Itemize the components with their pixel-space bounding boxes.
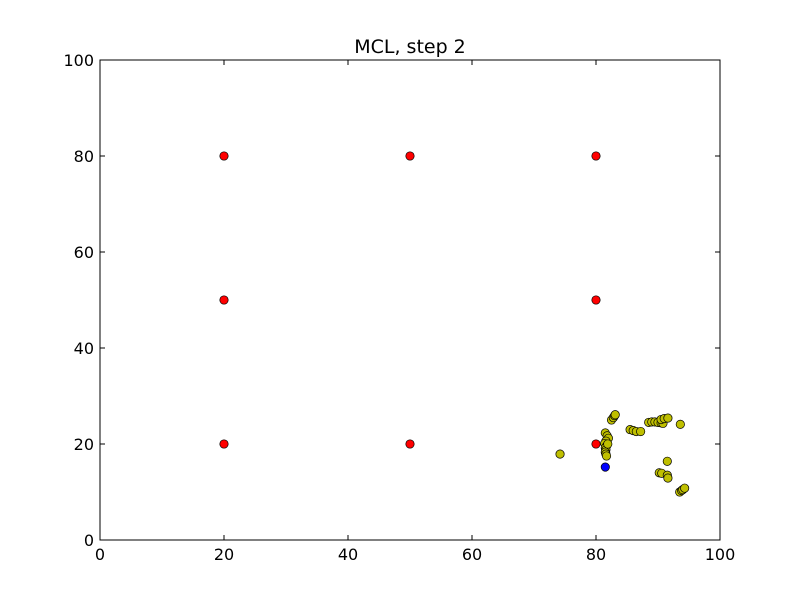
data-point xyxy=(405,439,415,449)
plot-frame xyxy=(99,59,721,541)
data-point xyxy=(662,456,672,466)
x-tick-label: 0 xyxy=(95,545,105,564)
x-tick-label: 20 xyxy=(214,545,234,564)
data-point xyxy=(675,419,685,429)
x-tick-label: 60 xyxy=(462,545,482,564)
data-point xyxy=(603,439,613,449)
data-point xyxy=(591,295,601,305)
data-point xyxy=(610,410,620,420)
data-point xyxy=(555,449,565,459)
y-tick-label: 80 xyxy=(74,147,94,166)
data-points xyxy=(219,151,690,497)
tick-labels: 0 20 40 60 80 100 0 20 40 60 80 100 xyxy=(63,51,735,564)
data-point xyxy=(636,426,646,437)
data-point xyxy=(663,473,673,483)
data-point xyxy=(680,483,690,493)
y-tick-label: 60 xyxy=(74,243,94,262)
x-tick-label: 100 xyxy=(705,545,736,564)
y-tick-label: 20 xyxy=(74,435,94,454)
data-point xyxy=(591,151,601,161)
y-tick-label: 40 xyxy=(74,339,94,358)
data-point xyxy=(663,413,673,423)
data-point xyxy=(405,151,415,161)
y-tick-label: 0 xyxy=(84,531,94,550)
plot-area xyxy=(100,60,720,540)
data-point xyxy=(600,462,610,472)
y-tick-label: 100 xyxy=(63,51,94,70)
data-point xyxy=(219,151,229,161)
x-tick-label: 80 xyxy=(586,545,606,564)
data-point xyxy=(591,439,601,449)
data-point xyxy=(219,439,229,449)
data-point xyxy=(601,451,612,461)
data-point xyxy=(219,295,229,305)
chart-title: MCL, step 2 xyxy=(354,36,466,58)
x-tick-label: 40 xyxy=(338,545,358,564)
